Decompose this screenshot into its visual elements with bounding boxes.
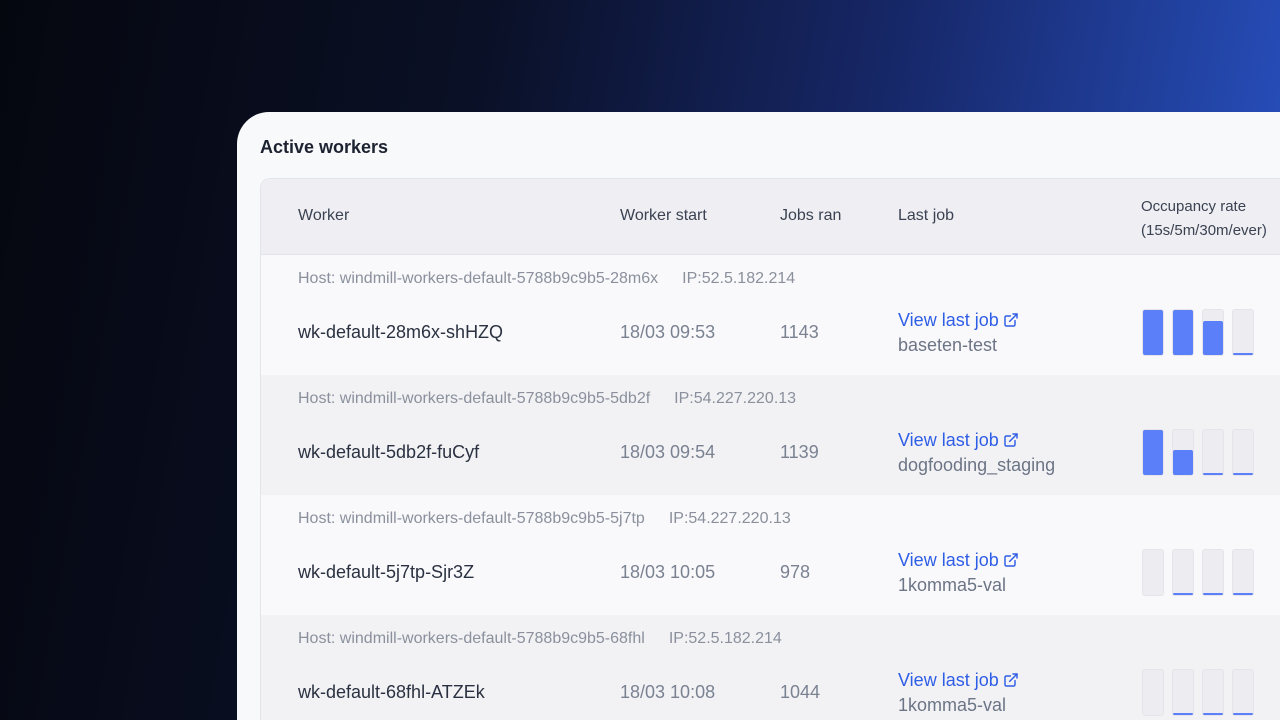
occupancy-bar bbox=[1172, 429, 1194, 476]
jobs-ran: 1143 bbox=[780, 322, 819, 342]
view-last-job-link[interactable]: View last job bbox=[898, 550, 1019, 571]
table-row: Host: windmill-workers-default-5788b9c9b… bbox=[261, 495, 1280, 615]
occupancy-bar bbox=[1202, 309, 1224, 356]
col-last-job: Last job bbox=[898, 207, 955, 224]
occupancy-bars bbox=[1142, 429, 1254, 476]
occupancy-bar bbox=[1172, 309, 1194, 356]
ip-address: IP:52.5.182.214 bbox=[668, 630, 782, 647]
occupancy-fill bbox=[1233, 593, 1253, 595]
occupancy-bar bbox=[1232, 309, 1254, 356]
view-last-job-link[interactable]: View last job bbox=[898, 310, 1019, 331]
worker-name: wk-default-5j7tp-Sjr3Z bbox=[298, 562, 475, 582]
external-link-icon bbox=[1004, 313, 1018, 327]
col-worker: Worker bbox=[298, 207, 350, 224]
jobs-ran: 978 bbox=[780, 562, 811, 582]
external-link-icon bbox=[1004, 553, 1018, 567]
host-label: Host: windmill-workers-default-5788b9c9b… bbox=[298, 630, 782, 648]
host-name: Host: windmill-workers-default-5788b9c9b… bbox=[298, 510, 645, 527]
host-label: Host: windmill-workers-default-5788b9c9b… bbox=[298, 390, 796, 408]
view-last-job-label: View last job bbox=[898, 670, 999, 690]
occupancy-bar bbox=[1232, 669, 1254, 716]
host-label: Host: windmill-workers-default-5788b9c9b… bbox=[298, 510, 791, 528]
occupancy-fill bbox=[1203, 473, 1223, 475]
occupancy-bar bbox=[1232, 429, 1254, 476]
view-last-job-label: View last job bbox=[898, 310, 999, 330]
jobs-ran: 1044 bbox=[780, 682, 821, 702]
worker-start: 18/03 10:05 bbox=[620, 562, 716, 582]
last-job-name: baseten-test bbox=[898, 335, 998, 355]
occupancy-fill bbox=[1203, 713, 1223, 715]
col-worker-start: Worker start bbox=[620, 207, 707, 224]
col-occupancy-line1: Occupancy rate bbox=[1141, 198, 1247, 215]
worker-name: wk-default-68fhl-ATZEk bbox=[298, 682, 485, 702]
view-last-job-label: View last job bbox=[898, 550, 999, 570]
occupancy-bar bbox=[1202, 429, 1224, 476]
occupancy-bar bbox=[1232, 549, 1254, 596]
col-occupancy-line2: (15s/5m/30m/ever) bbox=[1141, 222, 1267, 239]
last-job-name: 1komma5-val bbox=[898, 695, 1007, 715]
occupancy-bars bbox=[1142, 669, 1254, 716]
ip-address: IP:54.227.220.13 bbox=[668, 510, 791, 527]
occupancy-bar bbox=[1142, 429, 1164, 476]
table-row: Host: windmill-workers-default-5788b9c9b… bbox=[261, 615, 1280, 720]
worker-start: 18/03 09:54 bbox=[620, 442, 716, 462]
occupancy-fill bbox=[1173, 450, 1193, 475]
occupancy-fill bbox=[1143, 310, 1163, 355]
col-occupancy: Occupancy rate (15s/5m/30m/ever) bbox=[1141, 195, 1276, 243]
occupancy-fill bbox=[1173, 713, 1193, 715]
occupancy-bar bbox=[1142, 669, 1164, 716]
last-job-name: 1komma5-val bbox=[898, 575, 1007, 595]
occupancy-bar bbox=[1202, 549, 1224, 596]
worker-start: 18/03 10:08 bbox=[620, 682, 716, 702]
worker-name: wk-default-28m6x-shHZQ bbox=[298, 322, 504, 342]
table-row: Host: windmill-workers-default-5788b9c9b… bbox=[261, 255, 1280, 375]
occupancy-fill bbox=[1173, 310, 1193, 355]
occupancy-bar bbox=[1142, 549, 1164, 596]
section-title: Active workers bbox=[260, 137, 389, 157]
jobs-ran: 1139 bbox=[780, 442, 819, 462]
worker-start: 18/03 09:53 bbox=[620, 322, 716, 342]
worker-name: wk-default-5db2f-fuCyf bbox=[298, 442, 480, 462]
view-last-job-link[interactable]: View last job bbox=[898, 670, 1019, 691]
occupancy-fill bbox=[1203, 321, 1223, 355]
host-name: Host: windmill-workers-default-5788b9c9b… bbox=[298, 630, 645, 647]
active-workers-card: Active workers Worker Worker start Jobs … bbox=[237, 112, 1280, 720]
occupancy-fill bbox=[1233, 473, 1253, 475]
external-link-icon bbox=[1004, 433, 1018, 447]
workers-table: Worker Worker start Jobs ran Last job Oc… bbox=[260, 178, 1280, 720]
occupancy-fill bbox=[1233, 353, 1253, 355]
view-last-job-link[interactable]: View last job bbox=[898, 430, 1019, 451]
table-row: Host: windmill-workers-default-5788b9c9b… bbox=[261, 375, 1280, 495]
occupancy-bar bbox=[1202, 669, 1224, 716]
occupancy-fill bbox=[1203, 593, 1223, 595]
occupancy-fill bbox=[1233, 713, 1253, 715]
table-header: Worker Worker start Jobs ran Last job Oc… bbox=[261, 179, 1280, 255]
occupancy-bar bbox=[1172, 669, 1194, 716]
last-job-name: dogfooding_staging bbox=[898, 455, 1056, 475]
occupancy-bars bbox=[1142, 549, 1254, 596]
occupancy-bar bbox=[1172, 549, 1194, 596]
occupancy-fill bbox=[1173, 593, 1193, 595]
ip-address: IP:52.5.182.214 bbox=[682, 270, 796, 287]
occupancy-bars bbox=[1142, 309, 1254, 356]
external-link-icon bbox=[1004, 673, 1018, 687]
occupancy-fill bbox=[1143, 430, 1163, 475]
host-label: Host: windmill-workers-default-5788b9c9b… bbox=[298, 270, 795, 288]
host-name: Host: windmill-workers-default-5788b9c9b… bbox=[298, 270, 659, 287]
view-last-job-label: View last job bbox=[898, 430, 999, 450]
col-jobs-ran: Jobs ran bbox=[780, 207, 842, 224]
host-name: Host: windmill-workers-default-5788b9c9b… bbox=[298, 390, 651, 407]
ip-address: IP:54.227.220.13 bbox=[674, 390, 797, 407]
occupancy-bar bbox=[1142, 309, 1164, 356]
